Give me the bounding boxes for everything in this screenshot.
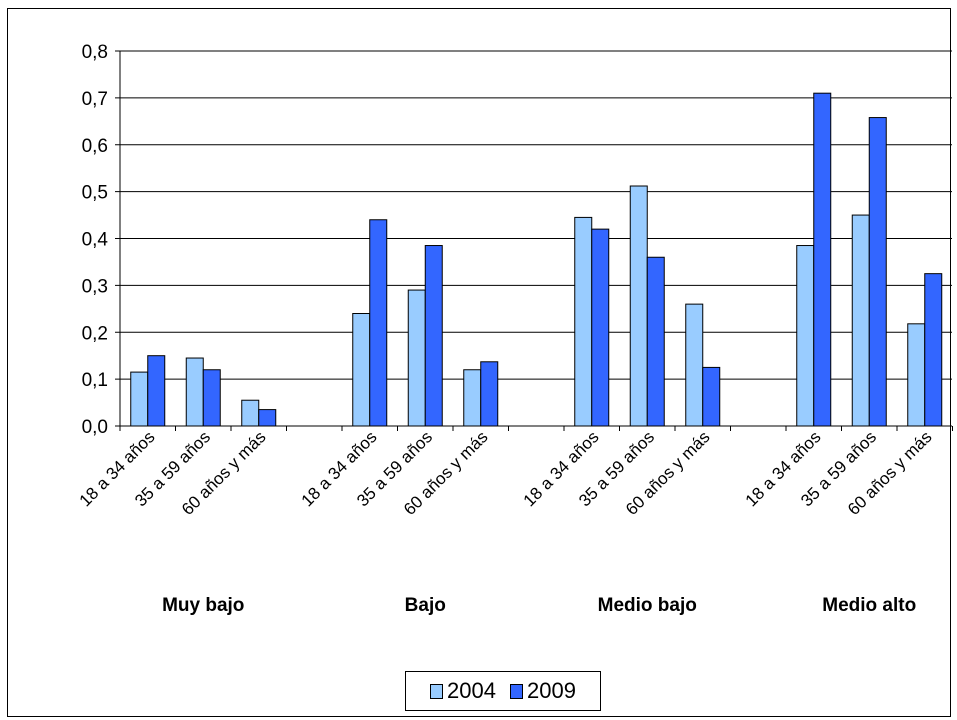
bar-2009 — [258, 409, 277, 427]
legend-swatch-2009 — [510, 683, 523, 699]
bar-2009 — [480, 361, 499, 427]
bar-2009 — [813, 92, 832, 427]
bar-2009 — [147, 355, 166, 427]
y-tick-label: 0,4 — [82, 230, 109, 251]
y-tick-label: 0,7 — [82, 89, 108, 110]
bar-2009 — [702, 366, 721, 427]
legend-swatch-2004 — [430, 683, 444, 699]
legend-label-2004: 2004 — [447, 678, 496, 703]
y-tick-label: 0,8 — [82, 42, 108, 63]
y-tick-label: 0,6 — [82, 136, 108, 157]
bar-2004 — [629, 185, 648, 427]
bar-2004 — [407, 289, 426, 427]
bar-2009 — [868, 117, 887, 427]
bar-2009 — [424, 245, 443, 427]
legend-item-2004: 2004 — [430, 678, 496, 704]
bar-2004 — [352, 313, 371, 427]
y-tick-label: 0,3 — [82, 276, 108, 297]
bar-2004 — [241, 399, 260, 427]
legend-item-2009: 2009 — [510, 678, 576, 704]
bar-2009 — [591, 228, 610, 427]
group-label: Bajo — [405, 595, 446, 616]
bar-2009 — [646, 256, 665, 427]
bar-2004 — [130, 371, 149, 427]
legend: 2004 2009 — [405, 671, 601, 711]
bar-2009 — [924, 273, 943, 427]
group-label: Muy bajo — [162, 595, 244, 616]
bar-2004 — [796, 245, 815, 427]
y-tick-label: 0,5 — [82, 183, 108, 204]
bar-2004 — [463, 369, 482, 427]
bar-2009 — [202, 369, 221, 427]
legend-label-2009: 2009 — [527, 678, 576, 703]
group-label: Medio bajo — [598, 595, 697, 616]
bar-2004 — [851, 214, 870, 427]
y-tick-label: 0,2 — [82, 323, 108, 344]
y-tick-label: 0,0 — [82, 417, 108, 438]
bar-2004 — [574, 216, 593, 427]
group-label: Medio alto — [822, 595, 916, 616]
bar-2009 — [369, 219, 388, 427]
bar-2004 — [185, 357, 204, 427]
bar-2004 — [907, 323, 926, 427]
bar-2004 — [685, 303, 704, 427]
y-tick-label: 0,1 — [82, 370, 108, 391]
